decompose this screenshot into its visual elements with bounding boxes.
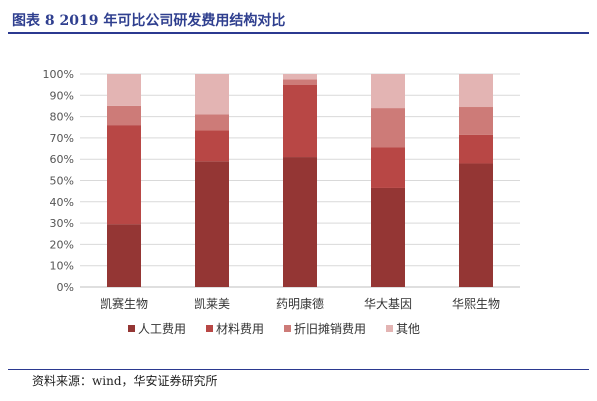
bar-segment: [371, 74, 405, 109]
x-category-label: 凯赛生物: [100, 296, 148, 311]
y-tick-label: 30%: [50, 217, 74, 230]
bar-segment: [283, 84, 317, 158]
source-note: 资料来源：wind，华安证券研究所: [32, 374, 218, 388]
bar-segment: [195, 114, 229, 131]
y-tick-label: 100%: [43, 68, 74, 81]
bar-segment: [107, 224, 141, 287]
bar-segment: [459, 163, 493, 287]
title-divider: [8, 32, 589, 34]
bar-segment: [107, 125, 141, 225]
x-category-label: 药明康德: [276, 296, 324, 311]
bar-segment: [371, 187, 405, 287]
bar-segment: [195, 130, 229, 162]
legend-swatch: [284, 325, 291, 332]
bar-segment: [195, 74, 229, 115]
y-tick-label: 10%: [50, 260, 74, 273]
x-category-label: 凯莱美: [194, 297, 230, 311]
x-category-label: 华大基因: [364, 297, 412, 311]
bar-segment: [107, 74, 141, 106]
source-divider: [8, 369, 589, 370]
bar-segment: [107, 105, 141, 126]
legend-label: 其他: [396, 322, 420, 336]
y-tick-label: 80%: [50, 111, 74, 124]
legend-swatch: [128, 325, 135, 332]
bar-segment: [195, 161, 229, 287]
x-category-label: 华熙生物: [452, 297, 500, 311]
y-tick-label: 70%: [50, 132, 74, 145]
y-tick-label: 40%: [50, 196, 74, 209]
y-tick-label: 0%: [57, 281, 74, 294]
chart-title: 图表 8 2019 年可比公司研发费用结构对比: [12, 13, 286, 29]
y-tick-label: 50%: [50, 175, 74, 188]
bar-segment: [459, 74, 493, 108]
legend-swatch: [386, 325, 393, 332]
bar-segment: [459, 134, 493, 164]
legend-label: 材料费用: [216, 322, 264, 336]
bar-segment: [371, 147, 405, 188]
legend-swatch: [206, 325, 213, 332]
legend-label: 折旧摊销费用: [294, 321, 366, 336]
bar-segment: [371, 108, 405, 148]
y-tick-label: 20%: [50, 238, 74, 251]
legend-label: 人工费用: [138, 322, 186, 336]
bar-segment: [283, 157, 317, 287]
y-tick-label: 60%: [50, 153, 74, 166]
bar-segment: [283, 74, 317, 80]
bar-segment: [283, 79, 317, 85]
bar-segment: [459, 107, 493, 135]
y-tick-label: 90%: [50, 89, 74, 102]
